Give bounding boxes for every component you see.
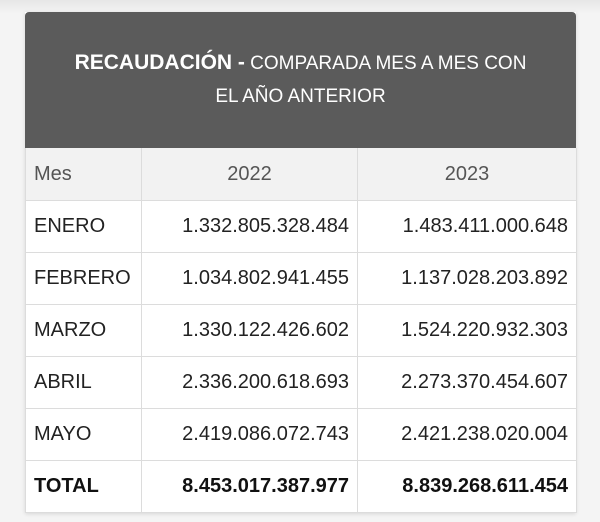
total-row: TOTAL 8.453.017.387.977 8.839.268.611.45…: [25, 460, 577, 513]
column-header-2022: 2022: [141, 148, 358, 201]
value-2022-cell: 1.332.805.328.484: [141, 200, 358, 253]
month-cell: ENERO: [25, 200, 142, 253]
table-row: ABRIL 2.336.200.618.693 2.273.370.454.60…: [25, 356, 577, 409]
total-2023-cell: 8.839.268.611.454: [357, 460, 577, 513]
total-label: TOTAL: [25, 460, 142, 513]
value-2023-cell: 1.483.411.000.648: [357, 200, 577, 253]
card-title: RECAUDACIÓN - COMPARADA MES A MES CON: [75, 48, 527, 79]
value-2023-cell: 2.273.370.454.607: [357, 356, 577, 409]
table-header-row: Mes 2022 2023: [25, 148, 577, 201]
table-row: MAYO 2.419.086.072.743 2.421.238.020.004: [25, 408, 577, 461]
value-2022-cell: 1.330.122.426.602: [141, 304, 358, 357]
card-title-rest: COMPARADA MES A MES CON: [244, 53, 527, 74]
card-title-strong: RECAUDACIÓN -: [74, 51, 245, 74]
table-row: MARZO 1.330.122.426.602 1.524.220.932.30…: [25, 304, 577, 357]
column-header-month: Mes: [25, 148, 142, 201]
value-2022-cell: 2.336.200.618.693: [141, 356, 358, 409]
value-2022-cell: 1.034.802.941.455: [141, 252, 358, 305]
revenue-card: RECAUDACIÓN - COMPARADA MES A MES CON EL…: [25, 12, 577, 513]
month-cell: ABRIL: [25, 356, 142, 409]
table-row: FEBRERO 1.034.802.941.455 1.137.028.203.…: [25, 252, 577, 305]
value-2023-cell: 1.524.220.932.303: [357, 304, 577, 357]
value-2023-cell: 2.421.238.020.004: [357, 408, 577, 461]
month-cell: FEBRERO: [25, 252, 142, 305]
card-title-line2: EL AÑO ANTERIOR: [215, 86, 386, 107]
month-cell: MARZO: [25, 304, 142, 357]
table-row: ENERO 1.332.805.328.484 1.483.411.000.64…: [25, 200, 577, 253]
card-header: RECAUDACIÓN - COMPARADA MES A MES CON EL…: [25, 12, 576, 148]
column-header-2023: 2023: [357, 148, 577, 201]
total-2022-cell: 8.453.017.387.977: [141, 460, 358, 513]
revenue-table: Mes 2022 2023 ENERO 1.332.805.328.484 1.…: [25, 148, 577, 513]
value-2023-cell: 1.137.028.203.892: [357, 252, 577, 305]
top-strip: [0, 0, 600, 14]
value-2022-cell: 2.419.086.072.743: [141, 408, 358, 461]
month-cell: MAYO: [25, 408, 142, 461]
